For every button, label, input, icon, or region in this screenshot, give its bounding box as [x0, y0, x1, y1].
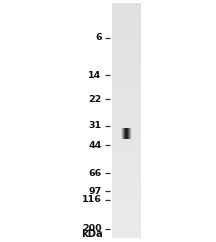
Text: 97: 97 [88, 187, 102, 196]
Text: 22: 22 [88, 95, 102, 104]
Text: kDa: kDa [81, 229, 103, 239]
Text: 66: 66 [88, 168, 102, 178]
Bar [112, 4, 140, 238]
Text: 31: 31 [88, 121, 102, 130]
Text: 44: 44 [88, 141, 102, 150]
Text: 6: 6 [95, 33, 102, 42]
Text: 14: 14 [88, 70, 102, 80]
Text: 200: 200 [82, 224, 102, 233]
Text: 116: 116 [82, 195, 102, 204]
